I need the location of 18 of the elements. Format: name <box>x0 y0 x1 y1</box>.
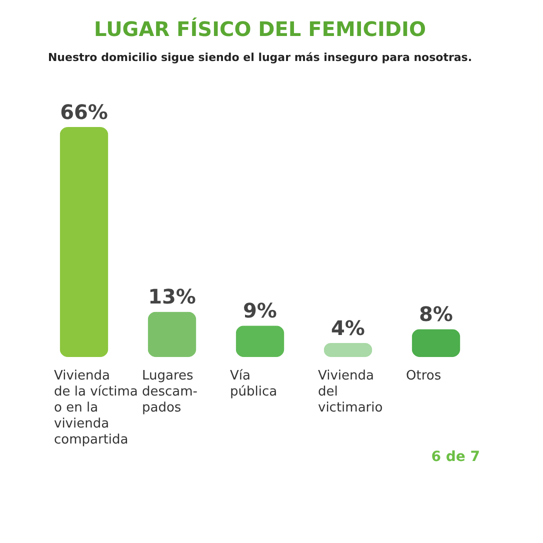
chart-subtitle: Nuestro domicilio sigue siendo el lugar más inseguro para nosotras. <box>48 51 472 64</box>
bar <box>324 343 372 357</box>
data-label: 9% <box>243 298 277 323</box>
data-label: 66% <box>60 100 108 124</box>
text: 6 de 7 <box>431 449 480 465</box>
bar <box>148 312 196 357</box>
x-tick-label: Vía pública <box>230 368 278 400</box>
bar <box>412 329 460 357</box>
data-label: 13% <box>148 284 196 309</box>
chart-title: LUGAR FÍSICO DEL FEMICIDIO <box>94 17 426 41</box>
bar <box>60 127 108 357</box>
x-tick-label: Vivienda de la víctima o en la vivienda compartida <box>54 368 138 448</box>
x-tick-label: Lugares descam- pados <box>142 368 198 416</box>
x-tick-label: Vivienda del victimario <box>318 368 383 416</box>
bar <box>236 326 284 357</box>
data-label: 4% <box>331 316 365 340</box>
data-label: 8% <box>419 302 453 326</box>
x-tick-label: Otros <box>406 368 442 384</box>
